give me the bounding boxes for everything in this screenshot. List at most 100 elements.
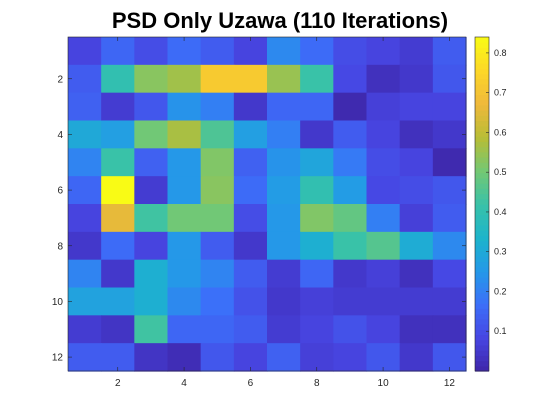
colorbar-segment bbox=[475, 130, 489, 137]
colorbar-tick-label: 0.2 bbox=[494, 286, 507, 296]
heatmap-cell bbox=[300, 64, 334, 94]
colorbar-segment bbox=[475, 204, 489, 210]
colorbar-segment bbox=[475, 177, 489, 184]
heatmap-cell bbox=[134, 176, 169, 205]
heatmap-cell bbox=[200, 343, 235, 372]
colorbar-segment bbox=[475, 297, 489, 304]
plot-frame bbox=[67, 36, 467, 372]
heatmap-cell bbox=[399, 37, 434, 66]
colorbar-segment bbox=[475, 94, 489, 101]
heatmap-cell bbox=[366, 231, 401, 261]
colorbar-segment bbox=[475, 350, 489, 356]
heatmap-cell bbox=[101, 204, 135, 233]
heatmap-cell bbox=[200, 120, 235, 149]
heatmap-cell bbox=[167, 231, 202, 261]
colorbar-segment bbox=[475, 151, 489, 158]
heatmap-cell bbox=[134, 92, 169, 122]
heatmap-cell bbox=[68, 315, 102, 344]
colorbar-segment bbox=[475, 167, 489, 174]
colorbar-segment bbox=[475, 214, 489, 221]
heatmap-cell bbox=[200, 176, 235, 205]
heatmap-cell bbox=[366, 37, 401, 66]
colorbar-segment bbox=[475, 282, 489, 289]
heatmap-cell bbox=[399, 120, 434, 149]
heatmap-cell bbox=[267, 64, 301, 94]
heatmap-cell bbox=[399, 64, 434, 94]
colorbar-segment bbox=[475, 183, 489, 189]
heatmap-cell bbox=[200, 204, 235, 233]
colorbar-segment bbox=[475, 73, 489, 80]
heatmap-cell bbox=[399, 204, 434, 233]
heatmap-cell bbox=[233, 120, 268, 149]
heatmap-cell bbox=[432, 287, 467, 316]
heatmap-cell bbox=[399, 148, 434, 177]
heatmap-cell bbox=[267, 259, 301, 289]
colorbar-segment bbox=[475, 99, 489, 106]
colorbar-segment bbox=[475, 266, 489, 273]
heatmap-cell bbox=[399, 259, 434, 289]
heatmap-cell bbox=[167, 92, 202, 122]
colorbar-segment bbox=[475, 219, 489, 226]
heatmap-cell bbox=[267, 287, 301, 316]
colorbar-segment bbox=[475, 52, 489, 59]
heatmap-cell bbox=[399, 287, 434, 316]
heatmap-cell bbox=[366, 204, 401, 233]
colorbar-segment bbox=[475, 42, 489, 49]
heatmap-cell bbox=[200, 287, 235, 316]
heatmap-cell bbox=[200, 231, 235, 261]
heatmap-cell bbox=[366, 315, 401, 344]
heatmap-cell bbox=[333, 64, 368, 94]
heatmap-cell bbox=[233, 64, 268, 94]
heatmap-cell bbox=[167, 204, 202, 233]
heatmap-cell bbox=[200, 148, 235, 177]
colorbar-segment bbox=[475, 256, 489, 263]
colorbar-segment bbox=[475, 136, 489, 142]
colorbar-tick-label: 0.8 bbox=[494, 48, 507, 58]
heatmap-cell bbox=[68, 120, 102, 149]
heatmap-cell bbox=[200, 259, 235, 289]
heatmap-cell bbox=[399, 315, 434, 344]
colorbar-segment bbox=[475, 292, 489, 299]
colorbar-segment bbox=[475, 365, 489, 372]
heatmap-cell bbox=[432, 148, 467, 177]
heatmap-cell bbox=[399, 92, 434, 122]
heatmap-cell bbox=[333, 343, 368, 372]
x-tick-label: 2 bbox=[115, 378, 121, 389]
colorbar-segment bbox=[475, 188, 489, 195]
heatmap-cell bbox=[101, 287, 135, 316]
colorbar-segment bbox=[475, 209, 489, 216]
heatmap-cell bbox=[333, 176, 368, 205]
heatmap-cell bbox=[267, 92, 301, 122]
colorbar-segment bbox=[475, 198, 489, 205]
colorbar-segment bbox=[475, 303, 489, 309]
heatmap-cell bbox=[233, 343, 268, 372]
colorbar-tick-label: 0.4 bbox=[494, 207, 507, 217]
heatmap-cell bbox=[134, 204, 169, 233]
colorbar-segment bbox=[475, 329, 489, 336]
heatmap-cell bbox=[167, 176, 202, 205]
chart-title: PSD Only Uzawa (110 Iterations) bbox=[112, 8, 448, 33]
colorbar-segment bbox=[475, 271, 489, 278]
heatmap-cell bbox=[300, 37, 334, 66]
y-tick-label: 12 bbox=[52, 353, 64, 364]
heatmap-cell bbox=[68, 287, 102, 316]
colorbar-segment bbox=[475, 334, 489, 341]
heatmap-cell bbox=[68, 231, 102, 261]
colorbar-segment bbox=[475, 146, 489, 153]
heatmap-cell bbox=[68, 176, 102, 205]
heatmap-cell bbox=[101, 120, 135, 149]
heatmap-cell bbox=[101, 148, 135, 177]
heatmap-cell bbox=[300, 148, 334, 177]
heatmap-cell bbox=[134, 287, 169, 316]
heatmap-cell bbox=[134, 64, 169, 94]
colorbar-tick-label: 0.6 bbox=[494, 127, 507, 137]
colorbar-segment bbox=[475, 63, 489, 69]
colorbar-tick-label: 0.7 bbox=[494, 88, 507, 98]
colorbar-tick-label: 0.5 bbox=[494, 167, 507, 177]
colorbar-segment bbox=[475, 339, 489, 346]
heatmap-cell bbox=[233, 92, 268, 122]
colorbar-tick-label: 0.1 bbox=[494, 326, 507, 336]
heatmap-cell bbox=[399, 343, 434, 372]
heatmap-cell bbox=[333, 259, 368, 289]
heatmap-cell bbox=[233, 315, 268, 344]
